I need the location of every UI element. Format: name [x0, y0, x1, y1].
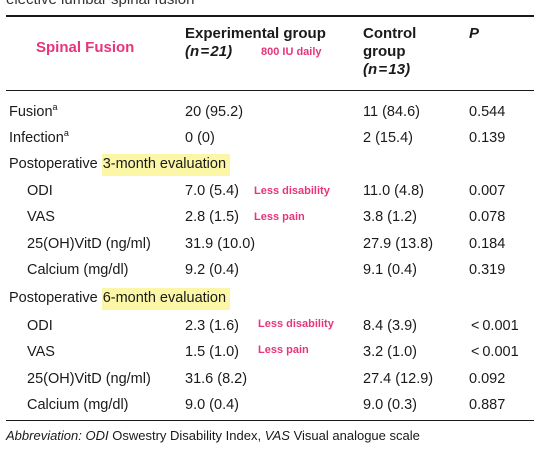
footnote: Abbreviation: ODI Oswestry Disability In… [6, 428, 420, 443]
infection-footnote-mark: a [63, 128, 69, 139]
vas3-note: Less pain [254, 211, 305, 223]
caption-cut-off: elective lumbar spinal fusion [6, 0, 194, 8]
ca6-ctl: 9.0 (0.3) [363, 397, 417, 413]
odi3-ctl: 11.0 (4.8) [363, 183, 424, 199]
ca3-ctl: 9.1 (0.4) [363, 262, 417, 278]
header-experimental: Experimental group (n = 21) [185, 25, 326, 61]
vas6-exp: 1.5 (1.0) [185, 344, 239, 360]
section-6-prefix: Postoperative [9, 290, 102, 306]
vas3-exp: 2.8 (1.5) [185, 209, 239, 225]
vas6-p: < 0.001 [471, 344, 519, 360]
section-6-month: Postoperative 6-month evaluation [9, 288, 231, 310]
odi6-p: < 0.001 [471, 318, 519, 334]
footnote-abbr-vas: VAS [264, 428, 290, 443]
odi3-label: ODI [27, 183, 53, 199]
vitd6-exp: 31.6 (8.2) [185, 371, 248, 387]
vas3-ctl: 3.8 (1.2) [363, 209, 417, 225]
fusion-footnote-mark: a [52, 102, 58, 113]
footnote-lead: Abbreviation: [6, 428, 82, 443]
ca6-exp: 9.0 (0.4) [185, 397, 239, 413]
bottom-rule [6, 420, 534, 421]
header-control-line1: Control [363, 25, 417, 42]
odi3-exp: 7.0 (5.4) [185, 183, 239, 199]
odi3-p: 0.007 [469, 183, 506, 199]
header-control-line2: group [363, 43, 406, 60]
header-control: Control group (n = 13) [363, 25, 416, 79]
infection-exp: 0 (0) [185, 130, 215, 146]
section-3-month: Postoperative 3-month evaluation [9, 154, 231, 176]
vas3-p: 0.078 [469, 209, 506, 225]
odi6-label: ODI [27, 318, 53, 334]
header-experimental-n: (n = 21) [185, 43, 233, 60]
row-label-fusion: Fusiona [9, 102, 58, 120]
fusion-p: 0.544 [469, 104, 506, 120]
vitd3-exp: 31.9 (10.0) [185, 236, 256, 252]
vas6-ctl: 3.2 (1.0) [363, 344, 417, 360]
header-experimental-line2: (n = 21) [185, 43, 326, 61]
top-rule [6, 15, 534, 17]
odi3-note: Less disability [254, 185, 330, 197]
vitd3-p: 0.184 [469, 236, 506, 252]
footnote-def-odi: Oswestry Disability Index, [108, 428, 265, 443]
vitd3-ctl: 27.9 (13.8) [363, 236, 434, 252]
fusion-ctl: 11 (84.6) [363, 104, 420, 120]
header-experimental-line1: Experimental group [185, 25, 326, 42]
row-label-infection: Infectiona [9, 128, 69, 146]
section-6-highlight: 6-month evaluation [101, 288, 231, 310]
section-3-highlight: 3-month evaluation [101, 154, 231, 176]
infection-label: Infection [9, 130, 64, 146]
odi6-note: Less disability [258, 318, 334, 330]
vitd6-ctl: 27.4 (12.9) [363, 371, 434, 387]
vas6-note: Less pain [258, 344, 309, 356]
footnote-def-vas: Visual analogue scale [289, 428, 420, 443]
infection-p: 0.139 [469, 130, 506, 146]
ca3-exp: 9.2 (0.4) [185, 262, 239, 278]
vas6-label: VAS [27, 344, 55, 360]
section-3-prefix: Postoperative [9, 156, 102, 172]
ca6-p: 0.887 [469, 397, 506, 413]
ca3-label: Calcium (mg/dl) [27, 262, 129, 278]
header-p: P [469, 25, 479, 43]
dose-note: 800 IU daily [261, 46, 322, 58]
vitd3-label: 25(OH)VitD (ng/ml) [27, 236, 151, 252]
header-rule [6, 90, 534, 91]
odi6-ctl: 8.4 (3.9) [363, 318, 417, 334]
ca6-label: Calcium (mg/dl) [27, 397, 129, 413]
header-p-label: P [469, 25, 480, 42]
footnote-abbr-odi: ODI [85, 428, 109, 443]
vitd6-label: 25(OH)VitD (ng/ml) [27, 371, 151, 387]
odi6-exp: 2.3 (1.6) [185, 318, 239, 334]
header-control-n: (n = 13) [363, 61, 411, 78]
fusion-label: Fusion [9, 104, 53, 120]
vitd6-p: 0.092 [469, 371, 506, 387]
header-control-line3: (n = 13) [363, 61, 416, 79]
fusion-exp: 20 (95.2) [185, 104, 244, 120]
vas3-label: VAS [27, 209, 55, 225]
infection-ctl: 2 (15.4) [363, 130, 413, 146]
spinal-fusion-overlay: Spinal Fusion [36, 39, 135, 56]
ca3-p: 0.319 [469, 262, 506, 278]
